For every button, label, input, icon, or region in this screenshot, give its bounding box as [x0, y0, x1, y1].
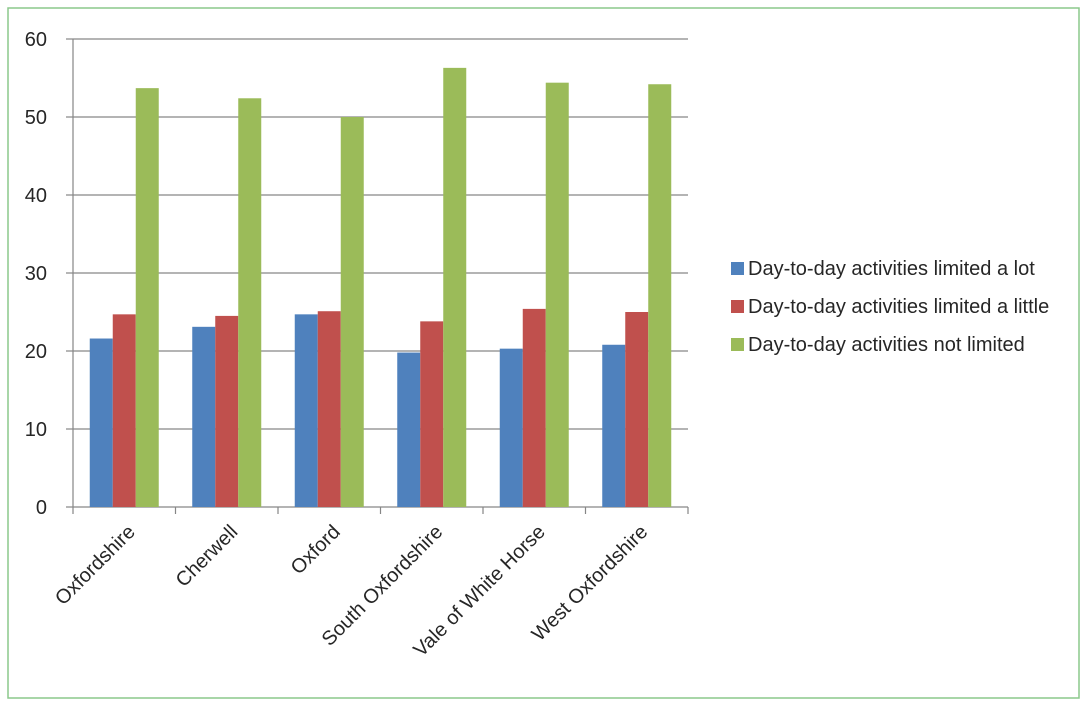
- bar: [238, 98, 262, 507]
- y-tick-label: 0: [36, 497, 47, 519]
- bar: [499, 348, 523, 507]
- legend-swatch: [731, 262, 744, 275]
- legend-label: Day-to-day activities limited a little: [748, 296, 1050, 318]
- y-tick-label: 10: [25, 419, 47, 441]
- legend-item: Day-to-day activities limited a lot: [731, 255, 1076, 283]
- chart-border: [7, 7, 1080, 699]
- legend-swatch: [731, 338, 744, 351]
- bar: [397, 352, 421, 507]
- x-tick-label: Oxfordshire: [51, 521, 140, 610]
- x-tick-label: Oxford: [287, 521, 345, 579]
- y-tick-labels: 0 10 20 30 40 50 60: [25, 29, 47, 519]
- legend-item: Day-to-day activities not limited: [731, 331, 1076, 359]
- y-tick-label: 20: [25, 341, 47, 363]
- bar: [294, 314, 318, 507]
- bar: [112, 314, 136, 507]
- y-tick-label: 40: [25, 185, 47, 207]
- bar: [522, 308, 546, 507]
- bar: [602, 344, 626, 507]
- bar: [420, 321, 444, 507]
- axes: [66, 38, 689, 514]
- bar: [317, 311, 341, 507]
- bars: [89, 67, 672, 508]
- bar: [648, 84, 672, 508]
- bar: [625, 312, 649, 507]
- y-tick-label: 60: [25, 29, 47, 51]
- legend-label: Day-to-day activities limited a lot: [748, 258, 1035, 280]
- y-tick-label: 50: [25, 107, 47, 129]
- legend-item: Day-to-day activities limited a little: [731, 293, 1076, 321]
- y-tick-label: 30: [25, 263, 47, 285]
- legend-swatch: [731, 300, 744, 313]
- bar: [135, 88, 159, 507]
- legend: Day-to-day activities limited a lot Day-t…: [731, 255, 1076, 369]
- bar: [545, 82, 569, 508]
- bar: [89, 338, 113, 507]
- legend-label: Day-to-day activities not limited: [748, 334, 1025, 356]
- bar: [215, 315, 239, 507]
- bar: [443, 67, 467, 508]
- bar: [340, 117, 364, 507]
- bar: [192, 326, 216, 507]
- gridlines: [73, 38, 688, 430]
- x-tick-label: Cherwell: [172, 521, 243, 592]
